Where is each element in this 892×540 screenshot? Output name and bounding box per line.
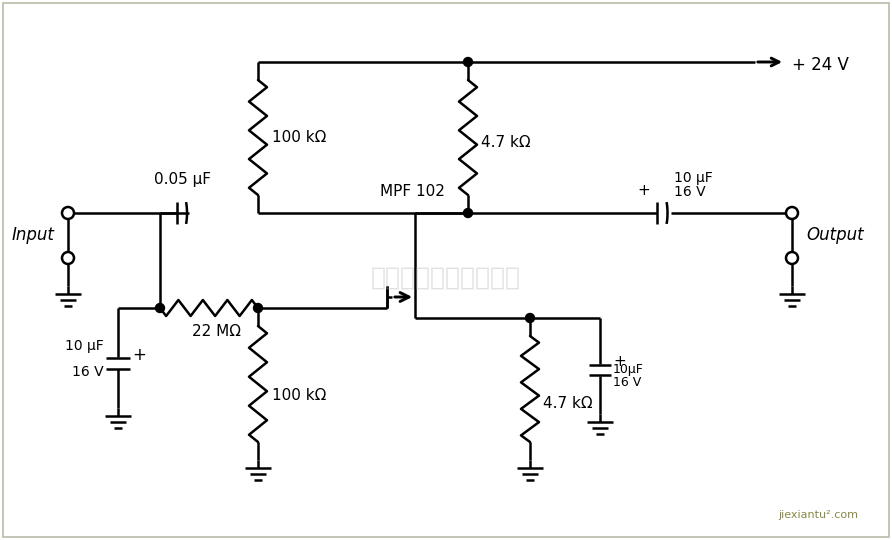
Text: 10 μF: 10 μF [673,171,712,185]
Text: Input: Input [11,226,54,245]
Text: 4.7 kΩ: 4.7 kΩ [481,135,531,150]
Text: jiexiantu².com: jiexiantu².com [778,510,858,520]
Text: 16 V: 16 V [673,185,705,199]
Text: 100 kΩ: 100 kΩ [272,130,326,145]
Circle shape [525,314,534,322]
Circle shape [464,208,473,218]
Circle shape [464,57,473,66]
Circle shape [155,303,164,313]
Text: 10 μF: 10 μF [65,339,104,353]
Text: 0.05 μF: 0.05 μF [153,172,211,187]
Text: 10μF: 10μF [613,363,644,376]
Text: + 24 V: + 24 V [792,56,849,74]
Text: +: + [132,346,146,364]
Text: 16 V: 16 V [72,365,104,379]
Circle shape [253,303,262,313]
Text: +: + [638,183,650,198]
Text: Output: Output [806,226,863,245]
Text: MPF 102: MPF 102 [380,184,445,199]
Text: 22 MΩ: 22 MΩ [193,324,242,339]
Text: 4.7 kΩ: 4.7 kΩ [543,396,592,411]
Text: 16 V: 16 V [613,375,641,388]
Text: +: + [613,354,626,369]
Text: 杭州将睿科技有限公司: 杭州将睿科技有限公司 [371,266,521,290]
Text: 100 kΩ: 100 kΩ [272,388,326,403]
